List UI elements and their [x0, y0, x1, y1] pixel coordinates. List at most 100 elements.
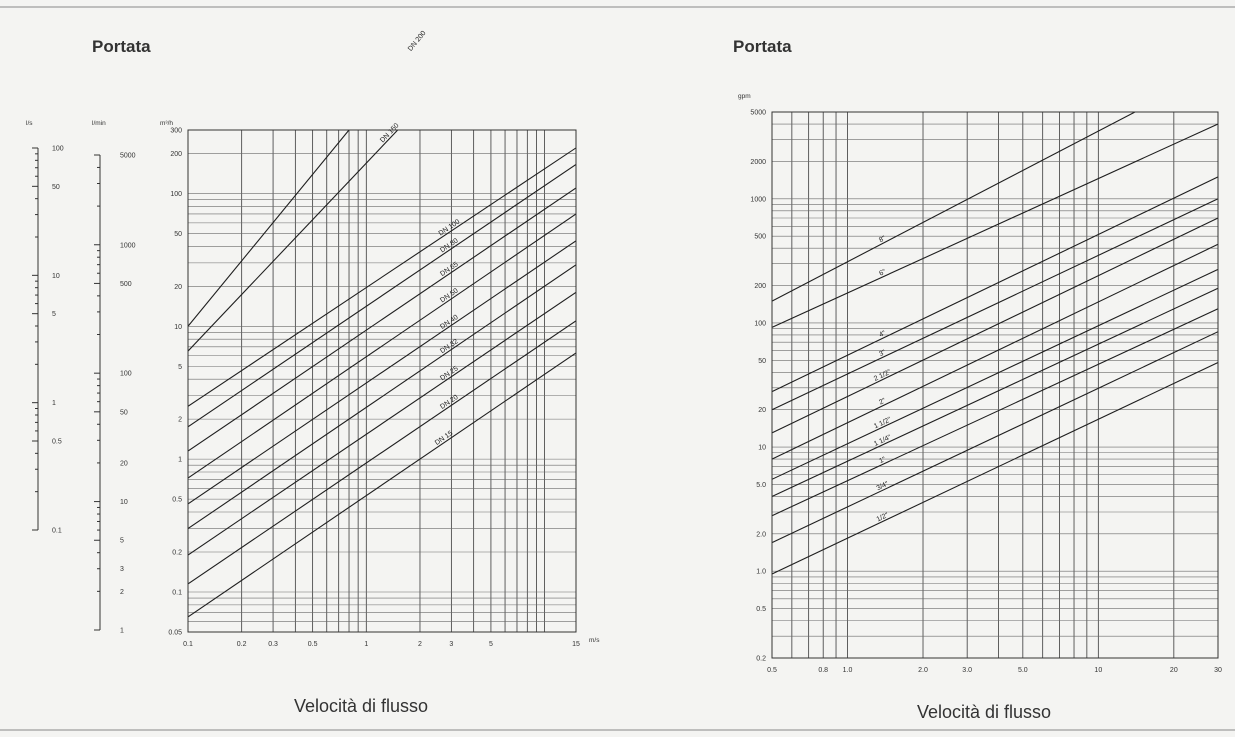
y-tick-label: 0.5	[172, 497, 182, 504]
series-line	[188, 213, 576, 479]
companion-scale-label: 5	[120, 538, 124, 545]
series-label: DN 150	[379, 122, 400, 144]
series-line	[772, 362, 1218, 575]
companion-scale-label: 5000	[120, 153, 136, 160]
series-label: 1 1/2"	[873, 416, 893, 430]
y-tick-label: 0.2	[172, 550, 182, 557]
plot-frame	[771, 111, 1219, 659]
companion-scale-label: 10	[52, 273, 60, 280]
series-label: 1/2"	[876, 512, 891, 524]
y-tick-label: 200	[170, 151, 182, 158]
series-line	[772, 112, 1136, 302]
series-line	[772, 176, 1218, 393]
y-tick-label: 200	[754, 283, 766, 290]
companion-scale-label: 500	[120, 281, 132, 288]
series-line	[772, 331, 1218, 544]
y-tick-label: 0.05	[168, 630, 182, 637]
series-line	[188, 320, 576, 585]
y-tick-label: 300	[170, 128, 182, 135]
left-chart-y-unit: m³/h	[160, 120, 173, 127]
series-label: 4"	[878, 330, 887, 339]
series-line	[772, 308, 1218, 517]
companion-scale-label: 3	[120, 566, 124, 573]
y-tick-label: 1.0	[756, 569, 766, 576]
series-line	[188, 264, 576, 530]
x-tick-label: 0.8	[818, 667, 828, 674]
y-tick-label: 20	[174, 284, 182, 291]
series-line	[188, 352, 576, 618]
x-tick-label: 5.0	[1018, 667, 1028, 674]
companion-scale-label: 50	[52, 184, 60, 191]
y-tick-label: 10	[174, 324, 182, 331]
companion-scale-label: 0.5	[52, 438, 62, 445]
y-tick-label: 0.2	[756, 656, 766, 663]
left-chart-title: Portata	[92, 37, 151, 56]
y-tick-label: 100	[170, 191, 182, 198]
y-tick-label: 10	[758, 445, 766, 452]
y-tick-label: 0.5	[756, 606, 766, 613]
series-line	[772, 123, 1218, 328]
series-line	[772, 243, 1218, 460]
y-tick-label: 5	[178, 364, 182, 371]
y-tick-label: 5000	[750, 110, 766, 117]
x-tick-label: 0.2	[237, 641, 247, 648]
series-line	[188, 130, 350, 327]
left-chart-x-unit: m/s	[589, 637, 600, 644]
y-tick-label: 50	[174, 231, 182, 238]
y-tick-label: 100	[754, 320, 766, 327]
y-tick-label: 2	[178, 417, 182, 424]
series-line	[772, 198, 1218, 411]
x-tick-label: 15	[572, 641, 580, 648]
x-tick-label: 20	[1170, 667, 1178, 674]
series-label: DN 100	[438, 218, 462, 237]
y-tick-label: 500	[754, 234, 766, 241]
companion-scale-label: 20	[120, 460, 128, 467]
series-line	[188, 291, 576, 556]
x-tick-label: 1.0	[843, 667, 853, 674]
left-chart-companion-scales: 100 50 10 5 1 0.5 0.1 l/s 5000 1000 500 100 50 20 10 5 3…	[26, 120, 136, 635]
companion-scale-label: 100	[52, 146, 64, 153]
x-tick-label: 0.5	[308, 641, 318, 648]
right-chart-axes: 0.5 0.8 1.0 2.0 3.0 5.0 10 20 300.20.51.02.05.01…	[750, 110, 1222, 675]
series-label: 3/4"	[876, 480, 891, 492]
y-tick-label: 0.1	[172, 590, 182, 597]
companion-scale-label: 5	[52, 311, 56, 318]
right-chart: Portata 8" 6" 4" 3" 2 1/2" 2" 1 1/2" 1 1/4" 1" 3/…	[733, 37, 1222, 722]
companion-scale-label: 0.1	[52, 528, 62, 535]
companion-scale-label: 100	[120, 371, 132, 378]
y-tick-label: 20	[758, 407, 766, 414]
right-chart-series: 8" 6" 4" 3" 2 1/2" 2" 1 1/2" 1 1/4" 1" 3/4" 1/2"	[772, 112, 1218, 575]
x-tick-label: 30	[1214, 667, 1222, 674]
series-line	[772, 268, 1218, 480]
series-label: DN 200	[407, 30, 428, 53]
companion-scale-label: 1	[120, 628, 124, 635]
plot-frame	[187, 129, 577, 633]
series-label: 2"	[878, 397, 887, 406]
y-tick-label: 1	[178, 457, 182, 464]
companion-scale-unit: l/min	[92, 120, 106, 127]
series-line	[188, 147, 576, 407]
series-label: 6"	[878, 268, 887, 277]
left-chart-grid	[187, 129, 576, 633]
series-line	[188, 164, 576, 428]
x-tick-label: 3	[449, 641, 453, 648]
y-tick-label: 2000	[750, 159, 766, 166]
companion-scale-unit: l/s	[26, 120, 33, 127]
series-label: 8"	[878, 235, 887, 244]
x-tick-label: 3.0	[962, 667, 972, 674]
x-tick-label: 0.5	[767, 667, 777, 674]
series-label: 1"	[878, 456, 887, 465]
x-tick-label: 0.1	[183, 641, 193, 648]
left-chart-xlabel: Velocità di flusso	[294, 696, 428, 716]
companion-scale-label: 50	[120, 409, 128, 416]
y-tick-label: 1000	[750, 196, 766, 203]
x-tick-label: 0.3	[268, 641, 278, 648]
right-chart-grid	[771, 111, 1219, 659]
right-chart-title: Portata	[733, 37, 792, 56]
left-chart-axes: 0.1 0.2 0.3 0.5 1 2 3 5 150.050.10.20.5125102050…	[168, 128, 580, 649]
series-label: 3"	[878, 349, 887, 358]
x-tick-label: 5	[489, 641, 493, 648]
right-chart-y-unit: gpm	[738, 93, 751, 100]
y-tick-label: 5.0	[756, 482, 766, 489]
